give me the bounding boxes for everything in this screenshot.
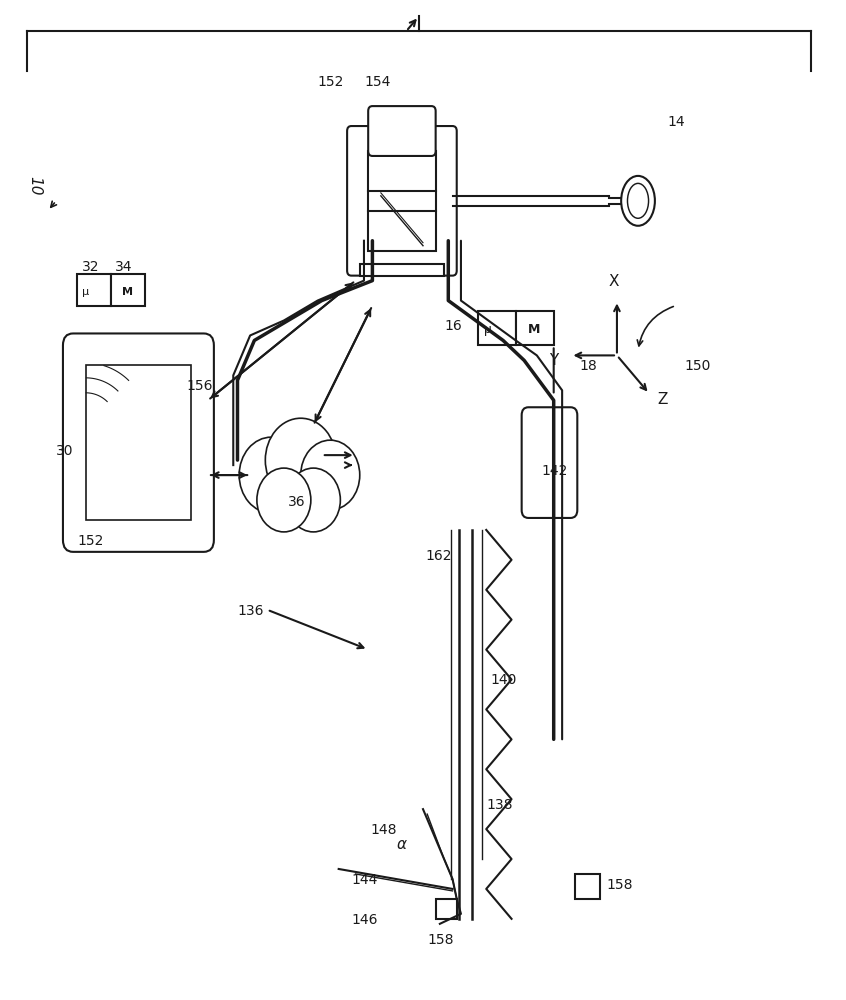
Bar: [574, 874, 600, 899]
Bar: [436, 899, 457, 919]
Text: $\alpha$: $\alpha$: [396, 837, 408, 852]
Text: 158: 158: [607, 878, 634, 892]
Text: 158: 158: [427, 933, 453, 947]
Text: 152: 152: [77, 534, 104, 548]
Text: 162: 162: [426, 549, 452, 563]
Bar: [111, 274, 145, 306]
Circle shape: [266, 418, 336, 502]
Text: 32: 32: [81, 260, 99, 274]
Text: Z: Z: [658, 392, 668, 407]
Text: 10: 10: [28, 176, 42, 196]
Bar: [368, 151, 436, 251]
Text: 14: 14: [667, 115, 685, 129]
Text: 150: 150: [684, 359, 711, 373]
Text: X: X: [608, 274, 619, 289]
Text: 16: 16: [444, 319, 462, 333]
Text: M: M: [123, 287, 134, 297]
Circle shape: [257, 468, 310, 532]
FancyBboxPatch shape: [522, 407, 577, 518]
FancyBboxPatch shape: [368, 106, 436, 156]
Ellipse shape: [628, 183, 649, 218]
Bar: [360, 264, 444, 276]
Text: 34: 34: [115, 260, 133, 274]
Bar: [85, 365, 191, 520]
Circle shape: [300, 440, 360, 510]
FancyBboxPatch shape: [63, 333, 214, 552]
Text: 146: 146: [351, 913, 378, 927]
Text: µ: µ: [484, 323, 492, 336]
FancyBboxPatch shape: [347, 126, 457, 276]
Text: 30: 30: [56, 444, 74, 458]
Ellipse shape: [621, 176, 655, 226]
Text: 154: 154: [364, 75, 390, 89]
Bar: [516, 311, 553, 345]
Text: 144: 144: [351, 873, 377, 887]
Circle shape: [239, 437, 303, 513]
Text: 142: 142: [541, 464, 568, 478]
Text: 136: 136: [238, 604, 264, 618]
Text: 140: 140: [491, 673, 517, 687]
Text: Y: Y: [550, 353, 558, 368]
Text: 36: 36: [288, 495, 305, 509]
Text: 156: 156: [187, 379, 213, 393]
Text: M: M: [528, 323, 541, 336]
Text: 152: 152: [317, 75, 344, 89]
Circle shape: [287, 468, 340, 532]
Text: 148: 148: [371, 823, 398, 837]
Bar: [478, 311, 516, 345]
Text: µ: µ: [82, 287, 90, 297]
Text: 18: 18: [579, 359, 596, 373]
Text: 138: 138: [486, 798, 513, 812]
Bar: [77, 274, 111, 306]
